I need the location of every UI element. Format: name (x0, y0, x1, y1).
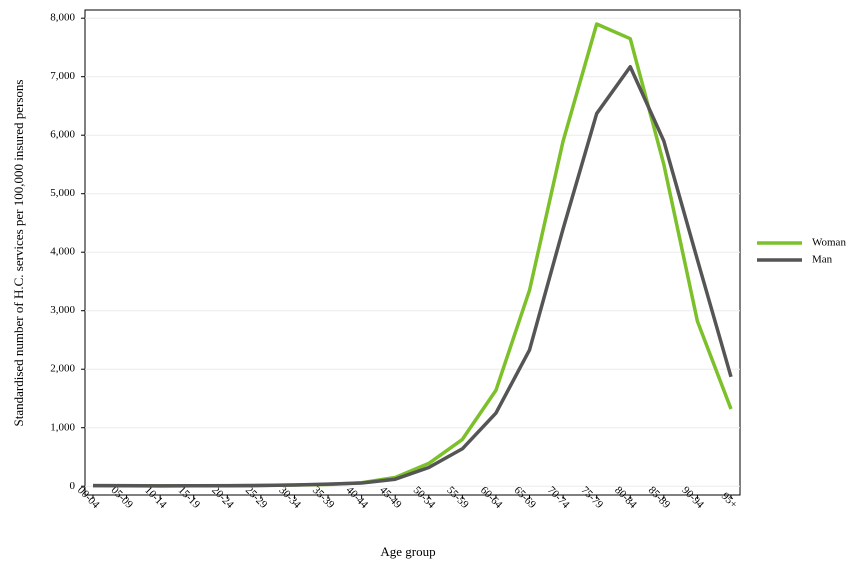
y-tick-label: 2,000 (50, 363, 75, 375)
y-tick-label: 3,000 (50, 304, 75, 316)
y-tick-label: 8,000 (50, 12, 75, 24)
x-tick-label: 40-44 (344, 484, 371, 511)
x-tick-label: 55-59 (444, 484, 471, 511)
x-tick-label: 30-34 (276, 484, 303, 511)
x-tick-label: 95+ (719, 490, 740, 511)
x-tick-label: 45-49 (377, 484, 404, 511)
line-series (93, 22, 733, 488)
y-tick-label: 4,000 (50, 246, 75, 258)
y-axis-title: Standardised number of H.C. services per… (11, 80, 26, 427)
line-series (92, 64, 733, 488)
x-tick-label: 60-64 (478, 484, 505, 511)
x-tick-label: 50-54 (411, 484, 438, 511)
x-tick-label: 65-69 (511, 484, 538, 511)
y-tick-label: 6,000 (50, 129, 75, 141)
legend-label: Man (812, 254, 833, 266)
x-tick-label: 75-79 (579, 484, 606, 511)
y-tick-label: 0 (70, 480, 76, 492)
x-tick-label: 70-74 (545, 484, 572, 511)
y-tick-label: 7,000 (50, 70, 75, 82)
x-tick-label: 10-14 (142, 484, 169, 511)
x-tick-label: 80-84 (612, 484, 639, 511)
x-axis-title: Age group (380, 544, 435, 559)
x-tick-label: 90-94 (679, 484, 706, 511)
y-tick-label: 5,000 (50, 187, 75, 199)
y-tick-label: 1,000 (50, 421, 75, 433)
x-tick-label: 00-04 (75, 484, 102, 511)
x-tick-label: 35-39 (310, 484, 337, 511)
x-tick-label: 15-19 (176, 484, 203, 511)
legend-label: Woman (812, 237, 846, 249)
x-tick-label: 25-29 (243, 484, 270, 511)
x-tick-label: 05-09 (109, 484, 136, 511)
x-tick-label: 20-24 (209, 484, 236, 511)
x-tick-label: 85-89 (646, 484, 673, 511)
